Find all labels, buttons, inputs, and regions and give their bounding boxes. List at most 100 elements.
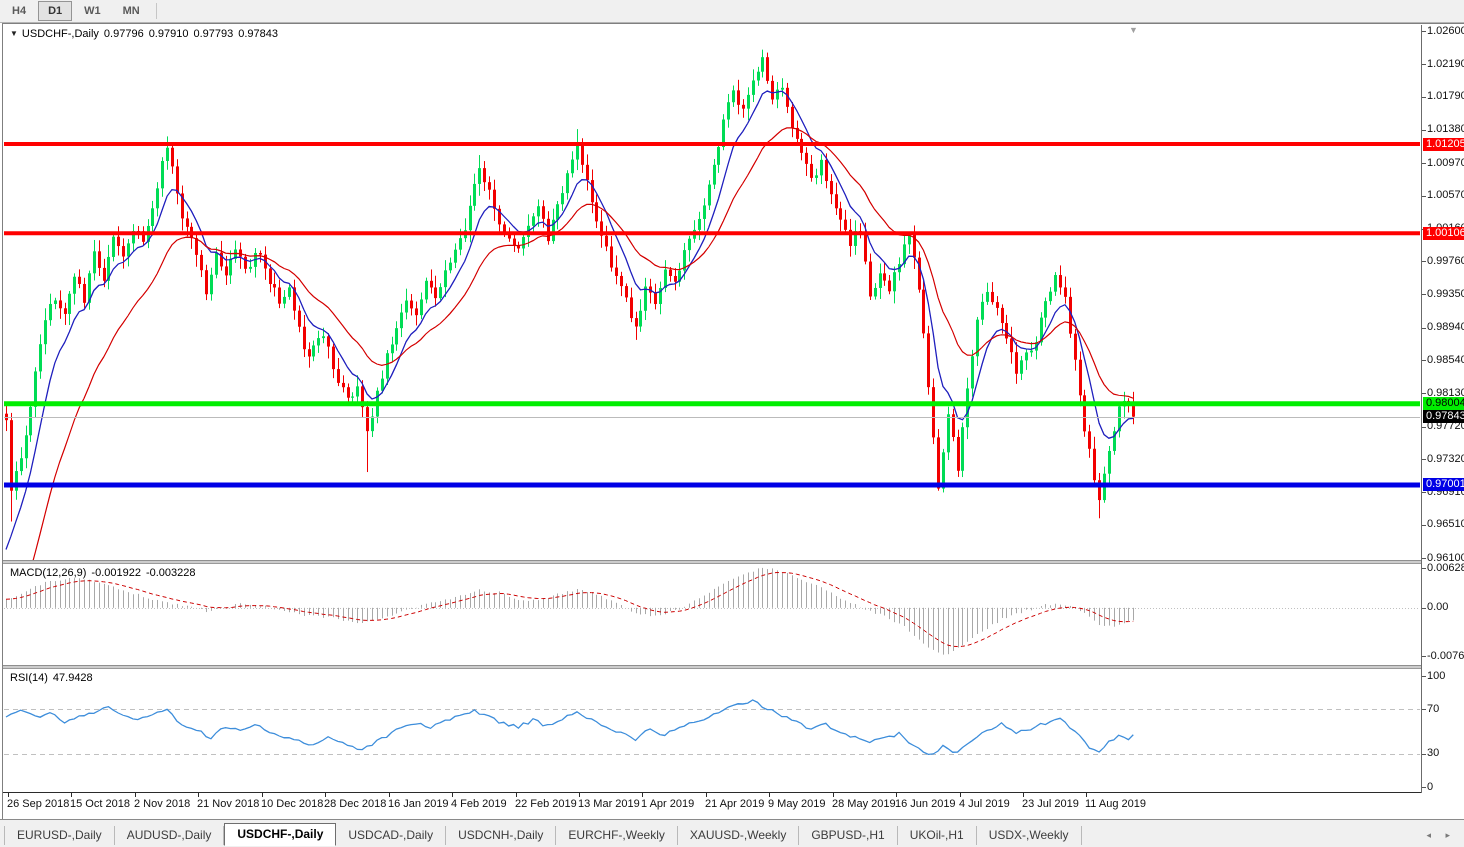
time-axis-tick [325,793,326,797]
macd-axis-label: 0.00 [1427,601,1449,614]
time-axis-label: 4 Feb 2019 [451,798,507,810]
time-axis-label: 13 Mar 2019 [578,798,640,810]
symbol-tab-ukoil[interactable]: UKOil-,H1 [898,826,977,845]
time-axis-label: 1 Apr 2019 [641,798,695,810]
hline-price-chip: 1.01205 [1423,137,1464,151]
axis-tick [1422,754,1426,755]
axis-tick [1422,328,1426,329]
rsi-axis-label: 70 [1427,702,1440,715]
toolbar-separator [155,3,157,19]
time-axis-label: 23 Jul 2019 [1022,798,1079,810]
chart-title: ▼ USDCHF-,Daily 0.97796 0.97910 0.97793 0.978… [10,28,283,40]
chart-shift-marker-icon[interactable]: ▼ [1129,25,1138,35]
time-axis-tick [642,793,643,797]
time-axis-tick [1086,793,1087,797]
symbol-tab-xauusd[interactable]: XAUUSD-,Weekly [678,826,800,845]
rsi-axis-label: 0 [1427,780,1434,793]
timeframe-toolbar: H4 D1 W1 MN [0,0,1464,23]
macd-name: MACD(12,26,9) [10,567,87,579]
chart-symbol-label: USDCHF-,Daily [21,28,99,40]
axis-tick [1422,656,1426,657]
axis-tick [1422,427,1426,428]
symbol-tab-eurchf[interactable]: EURCHF-,Weekly [556,826,678,845]
price-axis-label: 0.98940 [1427,321,1464,334]
rsi-axis-label: 30 [1427,747,1440,760]
axis-tick [1422,294,1426,295]
time-axis[interactable]: 26 Sep 2018 15 Oct 2018 2 Nov 2018 21 Nov 2… [3,792,1464,820]
macd-axis-label: 0.006286 [1427,561,1464,574]
time-axis-tick [389,793,390,797]
rsi-pane-canvas[interactable] [4,669,1420,792]
time-axis-tick [833,793,834,797]
price-axis-label: 1.02600 [1427,24,1464,37]
time-axis-tick [579,793,580,797]
main-chart-canvas[interactable] [4,25,1420,560]
timeframe-button-d1[interactable]: D1 [38,1,73,21]
time-axis-tick [896,793,897,797]
price-axis-label: 1.01790 [1427,90,1464,103]
chart-window: ▼ USDCHF-,Daily 0.97796 0.97910 0.97793 0.978… [2,23,1464,820]
price-axis[interactable]: 1.02600 1.02190 1.01790 1.01380 1.00970 1.005… [1421,25,1464,793]
time-axis-label: 21 Apr 2019 [705,798,765,810]
time-axis-label: 28 Dec 2018 [324,798,387,810]
symbol-tab-usdchf[interactable]: USDCHF-,Daily [224,823,337,846]
time-axis-label: 26 Sep 2018 [7,798,70,810]
axis-tick [1422,525,1426,526]
axis-tick [1422,492,1426,493]
symbol-tab-usdx[interactable]: USDX-,Weekly [977,826,1082,845]
timeframe-button-w1[interactable]: W1 [84,5,101,17]
chevron-down-icon[interactable]: ▼ [10,29,18,38]
time-axis-label: 4 Jul 2019 [959,798,1010,810]
axis-tick [1422,261,1426,262]
time-axis-label: 21 Nov 2018 [197,798,260,810]
time-axis-tick [516,793,517,797]
time-axis-label: 11 Aug 2019 [1085,798,1146,810]
axis-tick [1422,608,1426,609]
axis-tick [1422,568,1426,569]
price-axis-label: 1.02190 [1427,57,1464,70]
symbol-tab-eurusd[interactable]: EURUSD-,Daily [4,826,115,845]
axis-tick [1422,64,1426,65]
symbol-tab-usdcnh[interactable]: USDCNH-,Daily [446,826,557,845]
axis-tick [1422,787,1426,788]
tab-scroll-arrows-icon[interactable]: ◂ ▸ [1426,830,1456,840]
pane-divider[interactable] [3,665,1464,669]
axis-tick [1422,97,1426,98]
time-axis-label: 16 Jun 2019 [895,798,956,810]
price-axis-label: 0.98130 [1427,386,1464,399]
price-axis-label: 0.98540 [1427,353,1464,366]
time-axis-tick [452,793,453,797]
time-axis-tick [262,793,263,797]
timeframe-button-h4[interactable]: H4 [12,5,27,17]
time-axis-tick [8,793,9,797]
axis-tick [1422,558,1426,559]
ohlc-open: 0.97796 [103,28,144,40]
time-axis-label: 22 Feb 2019 [515,798,577,810]
axis-tick [1422,31,1426,32]
hline-price-chip: 1.00106 [1423,226,1464,240]
price-axis-label: 0.99350 [1427,288,1464,300]
price-axis-label: 1.01380 [1427,123,1464,136]
ohlc-high: 0.97910 [148,28,189,40]
symbol-tab-usdcad[interactable]: USDCAD-,Daily [336,826,447,845]
macd-signal-value: -0.003228 [145,567,196,579]
symbol-tab-audusd[interactable]: AUDUSD-,Daily [115,826,225,845]
macd-axis-label: -0.00762 [1427,649,1464,662]
axis-tick [1422,676,1426,677]
price-axis-label: 0.96510 [1427,518,1464,531]
hline-price-chip: 0.97001 [1423,478,1464,492]
time-axis-tick [198,793,199,797]
macd-pane-canvas[interactable] [4,564,1420,665]
bid-price-chip: 0.97843 [1423,410,1464,424]
rsi-value: 47.9428 [52,672,93,684]
axis-tick [1422,196,1426,197]
time-axis-tick [71,793,72,797]
timeframe-button-mn[interactable]: MN [122,5,140,17]
pane-divider[interactable] [3,560,1464,564]
rsi-indicator-label: RSI(14) 47.9428 [10,672,98,684]
rsi-name: RSI(14) [10,672,48,684]
axis-tick [1422,163,1426,164]
price-axis-label: 0.99760 [1427,254,1464,267]
symbol-tab-gbpusd[interactable]: GBPUSD-,H1 [799,826,898,845]
rsi-axis-label: 100 [1427,669,1446,682]
